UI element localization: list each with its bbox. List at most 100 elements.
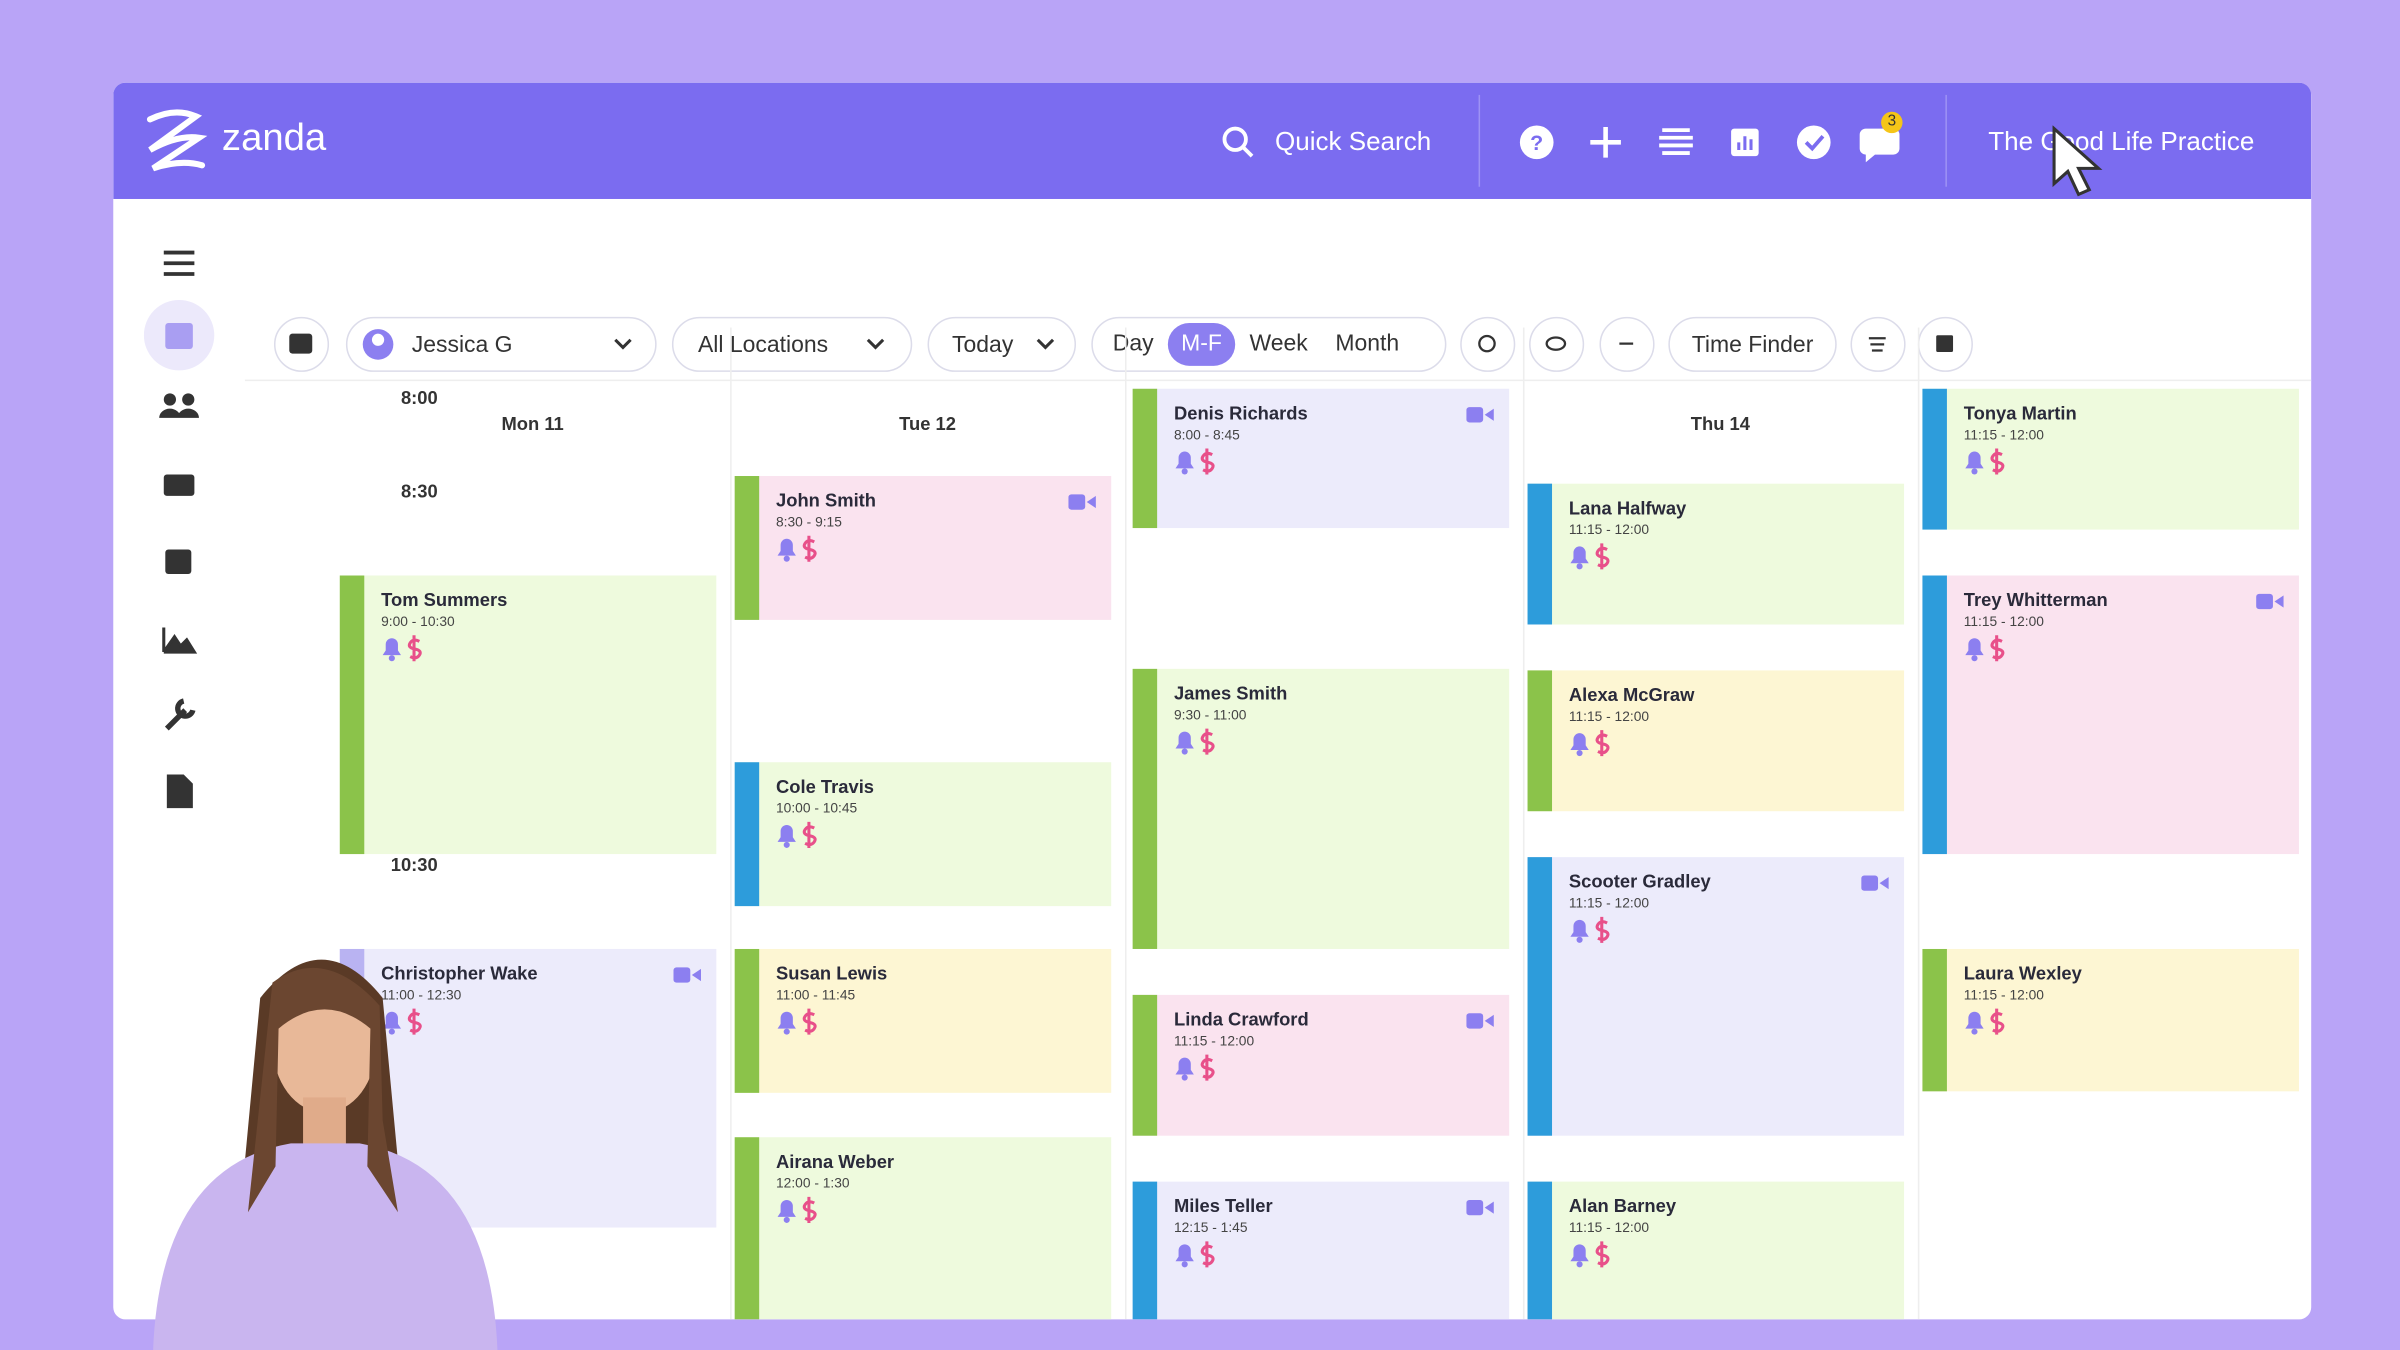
view-option[interactable]: M-F (1167, 322, 1236, 366)
appointment-time: 11:15 - 12:00 (1173, 1033, 1255, 1049)
appointment[interactable]: James Smith 9:30 - 11:00 (1132, 668, 1510, 949)
client-name: James Smith (1173, 682, 1288, 705)
column-line (1917, 327, 1920, 1320)
client-name: Trey Whitterman (1963, 589, 2108, 611)
appointment[interactable]: John Smith 8:30 - 9:15 (734, 476, 1112, 620)
calendar-button[interactable] (273, 316, 330, 372)
location-select[interactable]: All Locations (671, 316, 913, 372)
appointment-icons (1962, 1006, 2023, 1037)
refresh-button[interactable] (1460, 316, 1516, 372)
appointment-icons (380, 632, 441, 663)
appointment-icons (1567, 540, 1628, 571)
zoom-out-button[interactable] (1599, 316, 1655, 372)
appointment-icons (380, 1006, 441, 1037)
appointment[interactable]: Susan Lewis 11:00 - 11:45 (734, 948, 1112, 1093)
client-name: Miles Teller (1173, 1195, 1273, 1217)
quick-search[interactable]: Quick Search (1274, 127, 1432, 157)
sidebar[interactable] (143, 223, 221, 820)
appointment[interactable]: Airana Weber 12:00 - 1:30 (734, 1137, 1112, 1320)
appointment[interactable]: Alan Barney 11:15 - 12:00 (1527, 1181, 1905, 1320)
client-name: Christopher Wake (381, 962, 538, 985)
video-icon (673, 964, 702, 983)
video-icon (2256, 591, 2284, 610)
video-icon (1466, 404, 1494, 423)
time-finder[interactable]: Time Finder (1668, 316, 1837, 372)
client-name: Denis Richards (1173, 402, 1308, 424)
time-label: 8:30 (400, 480, 438, 503)
client-name: Tonya Martin (1963, 402, 2077, 424)
filter-button[interactable] (1850, 316, 1906, 372)
practitioner-select[interactable]: Jessica G (345, 316, 657, 372)
appointment[interactable]: Tom Summers 9:00 - 10:30 (339, 575, 717, 855)
appointment-time: 8:30 - 9:15 (776, 514, 842, 530)
grid-top (244, 379, 2312, 382)
appointment-time: 11:15 - 12:00 (1568, 708, 1650, 724)
video-icon (1068, 491, 1096, 510)
header-icons-2[interactable] (1791, 119, 1913, 168)
search-icon[interactable] (1221, 126, 1255, 160)
client-name: Linda Crawford (1173, 1008, 1309, 1031)
cursor (2052, 125, 2103, 197)
appointment-time: 9:00 - 10:30 (381, 613, 455, 630)
appointment-time: 11:15 - 12:00 (1568, 1219, 1650, 1236)
view-option[interactable]: Week (1249, 330, 1308, 357)
appointment-time: 12:00 - 1:30 (776, 1175, 850, 1191)
appointment[interactable]: Tonya Martin 11:15 - 12:00 (1922, 388, 2299, 530)
appointment-icons (774, 819, 835, 850)
client-name: Lana Halfway (1568, 497, 1687, 519)
day-header: Tue 12 (899, 413, 956, 435)
day-header: Mon 11 (501, 413, 564, 435)
appointment-time: 8:00 - 8:45 (1173, 427, 1240, 443)
appointment-icons (1567, 727, 1628, 758)
header-icons[interactable]: ? (1514, 119, 1790, 165)
appointment-icons (774, 1194, 835, 1225)
presenter (153, 959, 498, 1350)
client-name: Airana Weber (776, 1151, 895, 1173)
practitioner: Jessica G (411, 331, 513, 358)
time-label: 8:00 (400, 387, 438, 409)
client-name: Alan Barney (1568, 1195, 1677, 1217)
view-option[interactable]: Day (1112, 330, 1154, 357)
location: All Locations (697, 331, 829, 358)
appointment[interactable]: Scooter Gradley 11:15 - 12:00 (1527, 857, 1905, 1136)
appointment-time: 10:00 - 10:45 (776, 800, 858, 816)
date: Today (952, 331, 1014, 358)
badge: 3 (1881, 111, 1903, 134)
appointment-icons (1172, 1238, 1233, 1269)
client-name: Alexa McGraw (1568, 684, 1695, 706)
logo-icon (146, 109, 208, 172)
appointment[interactable]: Laura Wexley 11:15 - 12:00 (1922, 948, 2299, 1092)
appointment-time: 11:00 - 12:30 (381, 987, 462, 1003)
appointment[interactable]: Denis Richards 8:00 - 8:45 (1132, 388, 1510, 529)
appointment-icons (1567, 1238, 1628, 1269)
appointment-icons (774, 533, 835, 564)
video-icon (1466, 1197, 1494, 1216)
appointment-time: 11:15 - 12:00 (1963, 427, 2044, 443)
header: zanda Quick Search ? 3 The Good Life Pra… (113, 82, 2312, 199)
appointment-time: 11:15 - 12:00 (1963, 613, 2044, 630)
column-line (1522, 327, 1525, 1320)
practice-name[interactable]: The Good Life Practice (1988, 127, 2255, 157)
column-line (1124, 327, 1127, 1320)
client-name: Scooter Gradley (1568, 870, 1711, 893)
video-icon (1861, 872, 1889, 891)
appointment-icons (1962, 632, 2023, 663)
appointment[interactable]: Linda Crawford 11:15 - 12:00 (1132, 994, 1510, 1136)
appointment[interactable]: Alexa McGraw 11:15 - 12:00 (1527, 670, 1905, 812)
logo-text: zanda (221, 116, 327, 160)
appointment[interactable]: Miles Teller 12:15 - 1:45 (1132, 1181, 1510, 1320)
appointment-icons (1172, 1052, 1233, 1083)
appointment[interactable]: Lana Halfway 11:15 - 12:00 (1527, 483, 1905, 625)
appointment[interactable]: Trey Whitterman 11:15 - 12:00 (1922, 575, 2299, 855)
client-name: Laura Wexley (1963, 962, 2082, 985)
column-line (730, 327, 732, 1320)
hide-button[interactable] (1529, 316, 1585, 372)
appointment-time: 11:15 - 12:00 (1568, 521, 1650, 538)
client-name: John Smith (776, 489, 877, 512)
date-select[interactable]: Today (927, 316, 1077, 372)
day-header: Thu 14 (1690, 413, 1750, 435)
appointment[interactable]: Cole Travis 10:00 - 10:45 (734, 762, 1112, 907)
view-option[interactable]: Month (1335, 330, 1400, 357)
